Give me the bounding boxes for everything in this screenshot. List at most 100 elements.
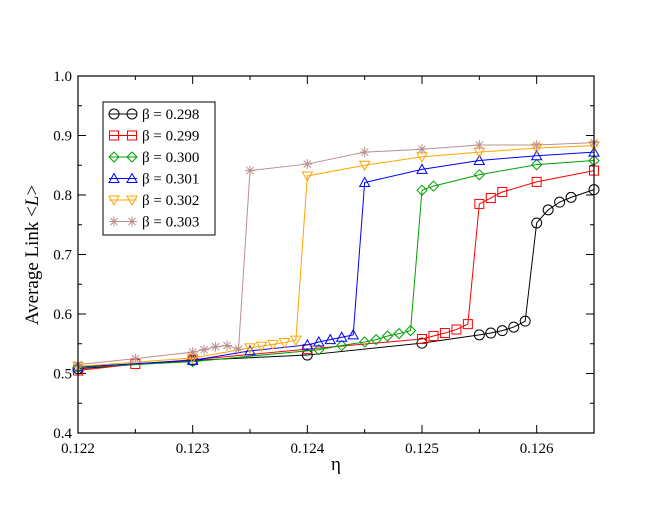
legend-label: β = 0.301 bbox=[142, 172, 199, 188]
x-tick-label: 0.123 bbox=[176, 441, 210, 457]
data-point bbox=[255, 341, 268, 353]
data-point bbox=[187, 347, 198, 358]
data-point bbox=[313, 343, 325, 356]
legend-box bbox=[102, 101, 216, 236]
legend-marker bbox=[109, 130, 119, 141]
data-point bbox=[473, 154, 486, 165]
data-point bbox=[222, 340, 233, 351]
data-point bbox=[474, 198, 485, 209]
data-point bbox=[497, 187, 508, 198]
data-point bbox=[301, 338, 314, 350]
data-point bbox=[186, 354, 199, 365]
data-point bbox=[531, 176, 542, 187]
data-point bbox=[130, 353, 141, 364]
data-point bbox=[393, 327, 405, 340]
legend-entry: β = 0.302 bbox=[108, 193, 199, 209]
data-point bbox=[439, 328, 450, 339]
y-tick-label: 0.5 bbox=[53, 367, 72, 383]
legend-label: β = 0.303 bbox=[142, 215, 199, 231]
legend-marker bbox=[109, 216, 119, 227]
data-point bbox=[358, 336, 371, 348]
legend-marker bbox=[127, 130, 137, 141]
legend-marker bbox=[126, 108, 138, 120]
series-line bbox=[77, 170, 595, 372]
legend-label: β = 0.298 bbox=[142, 107, 199, 123]
data-point bbox=[530, 158, 543, 171]
data-point bbox=[210, 341, 221, 352]
data-point bbox=[565, 191, 577, 203]
data-point bbox=[301, 349, 313, 361]
data-point bbox=[347, 328, 360, 340]
y-tick-label: 0.7 bbox=[53, 248, 72, 264]
legend-marker bbox=[127, 216, 137, 227]
data-point bbox=[358, 160, 371, 172]
y-axis-label-prefix: Average Link < bbox=[22, 206, 43, 325]
legend: β = 0.298 β = 0.299 β = 0.300 β = 0.301 β = … bbox=[102, 101, 216, 236]
data-point bbox=[451, 324, 462, 335]
x-tick-label: 0.125 bbox=[405, 441, 439, 457]
data-point bbox=[244, 344, 256, 356]
data-point bbox=[474, 140, 485, 151]
data-point bbox=[531, 217, 543, 229]
legend-entry: β = 0.298 bbox=[108, 107, 199, 123]
data-point bbox=[370, 333, 382, 346]
data-point bbox=[381, 330, 394, 342]
series-line bbox=[77, 189, 595, 370]
data-point bbox=[301, 171, 314, 182]
x-tick-label: 0.124 bbox=[290, 441, 324, 457]
data-point bbox=[417, 144, 427, 155]
legend-marker bbox=[126, 151, 138, 163]
tick-layer: 0.122 0.123 0.124 0.125 0.126 0.4 0.5 0.6 0.7 0.8… bbox=[53, 69, 594, 457]
series-line bbox=[77, 145, 595, 367]
x-axis-label: η bbox=[331, 454, 341, 475]
x-tick-label: 0.126 bbox=[520, 441, 554, 457]
data-point bbox=[462, 319, 473, 330]
data-point bbox=[359, 147, 370, 158]
data-point bbox=[312, 335, 325, 347]
data-point bbox=[244, 343, 256, 354]
legend-marker bbox=[108, 195, 120, 207]
legend-label: β = 0.300 bbox=[142, 150, 199, 166]
data-point bbox=[416, 163, 428, 174]
y-axis-label-variable: L bbox=[22, 196, 43, 208]
legend-marker bbox=[108, 151, 120, 163]
data-point bbox=[473, 169, 486, 181]
data-point bbox=[542, 204, 554, 216]
y-tick-label: 0.8 bbox=[53, 188, 72, 204]
legend-marker bbox=[108, 172, 120, 183]
data-point bbox=[485, 327, 497, 339]
legend-entry: β = 0.299 bbox=[109, 129, 199, 145]
data-point bbox=[404, 324, 417, 337]
y-tick-label: 0.9 bbox=[53, 129, 72, 145]
data-point bbox=[496, 325, 508, 337]
y-tick-label: 0.4 bbox=[53, 426, 72, 442]
series-line bbox=[77, 151, 595, 368]
legend-entry: β = 0.301 bbox=[108, 172, 199, 188]
data-point bbox=[428, 331, 439, 342]
legend-entry: β = 0.303 bbox=[109, 215, 199, 231]
y-axis-label: Average Link <L> bbox=[22, 185, 43, 325]
data-point bbox=[324, 333, 337, 345]
data-point bbox=[485, 192, 496, 203]
data-point bbox=[267, 339, 279, 351]
data-point bbox=[245, 165, 255, 176]
data-point bbox=[302, 159, 313, 170]
data-point bbox=[473, 329, 485, 341]
legend-entry: β = 0.300 bbox=[108, 150, 199, 166]
plot-frame bbox=[77, 75, 595, 434]
legend-marker bbox=[108, 108, 120, 120]
data-point bbox=[233, 344, 244, 355]
data-point bbox=[199, 344, 210, 355]
data-point bbox=[358, 176, 371, 188]
legend-marker bbox=[126, 195, 138, 207]
data-point bbox=[519, 315, 531, 327]
data-point bbox=[417, 333, 427, 344]
data-point bbox=[335, 331, 348, 342]
y-axis-label-suffix: > bbox=[22, 185, 43, 196]
legend-label: β = 0.302 bbox=[142, 193, 199, 209]
data-point bbox=[554, 196, 566, 208]
y-tick-label: 1.0 bbox=[53, 69, 72, 85]
data-point bbox=[290, 335, 302, 347]
x-tick-label: 0.122 bbox=[61, 441, 95, 457]
